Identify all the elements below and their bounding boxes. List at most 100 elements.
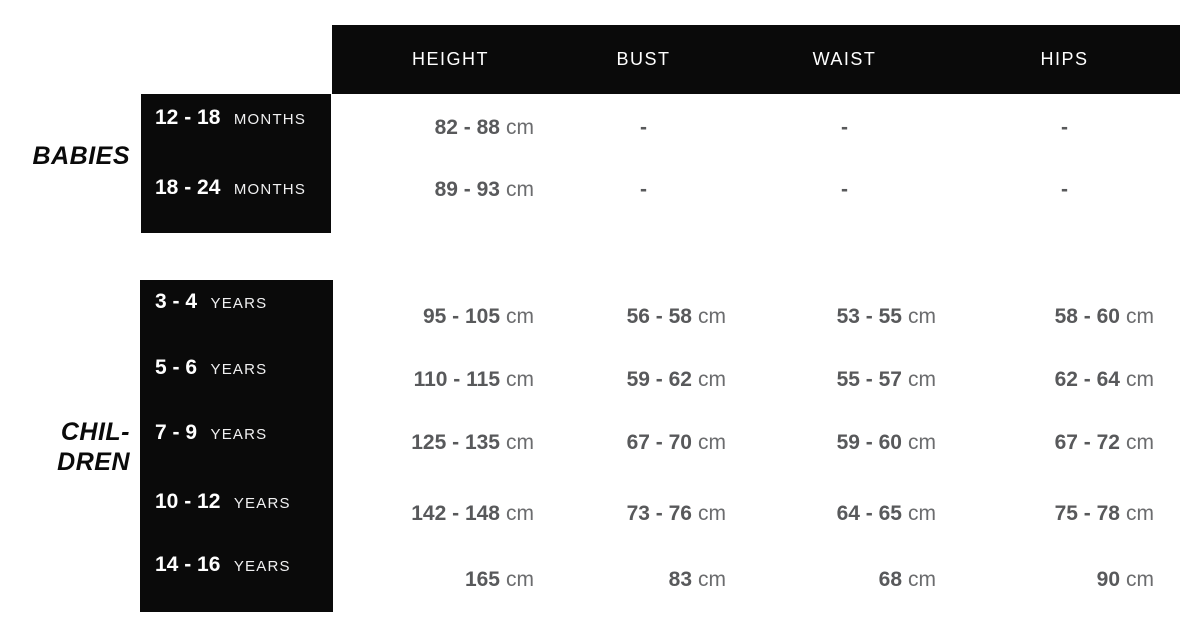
cell-bust: 83 cm — [547, 566, 740, 594]
value-unit: cm — [506, 502, 534, 525]
group-label-children-line2: DREN — [57, 448, 130, 476]
value: 110 - 115 — [413, 368, 500, 391]
age-label-18-24-months: 18 - 24 MONTHS — [155, 174, 306, 202]
cell-height: 165 cm — [332, 566, 547, 594]
table-row-7-9-years: 125 - 135 cm 67 - 70 cm 59 - 60 cm 67 - 72 c… — [332, 429, 1180, 457]
value-unit: cm — [506, 305, 534, 328]
value-unit: cm — [908, 568, 936, 591]
cell-waist: 64 - 65 cm — [740, 500, 949, 528]
value-unit: cm — [1126, 431, 1154, 454]
value-unit: cm — [908, 502, 936, 525]
cell-hips: - — [949, 114, 1180, 142]
age-unit: MONTHS — [233, 181, 307, 198]
cell-waist: 55 - 57 cm — [740, 366, 949, 394]
group-label-babies: BABIES — [32, 142, 130, 170]
cell-waist: - — [740, 176, 949, 204]
age-range: 7 - 9 — [155, 421, 198, 444]
age-range: 3 - 4 — [155, 290, 198, 313]
value: 55 - 57 — [836, 368, 902, 391]
age-label-12-18-months: 12 - 18 MONTHS — [155, 104, 306, 132]
value: - — [841, 116, 848, 139]
cell-waist: 68 cm — [740, 566, 949, 594]
value-unit: cm — [698, 305, 726, 328]
value: 68 — [878, 568, 902, 591]
value: - — [841, 178, 848, 201]
value-unit: cm — [1126, 502, 1154, 525]
age-unit: YEARS — [233, 558, 291, 575]
age-range: 12 - 18 — [155, 106, 221, 129]
babies-age-box — [141, 94, 331, 233]
value: 59 - 62 — [626, 368, 692, 391]
cell-hips: 67 - 72 cm — [949, 429, 1180, 457]
cell-hips: 58 - 60 cm — [949, 303, 1180, 331]
group-label-children-line1: CHIL- — [60, 418, 130, 446]
table-header: HEIGHT BUST WAIST HIPS — [332, 25, 1180, 94]
value-unit: cm — [908, 368, 936, 391]
value-unit: cm — [698, 568, 726, 591]
value: 90 — [1096, 568, 1120, 591]
table-row-12-18-months: 82 - 88 cm - - - — [332, 114, 1180, 142]
cell-height: 110 - 115 cm — [332, 366, 547, 394]
cell-height: 89 - 93 cm — [332, 176, 547, 204]
value: 75 - 78 — [1054, 502, 1120, 525]
value-unit: cm — [1126, 568, 1154, 591]
column-header-waist: WAIST — [812, 49, 877, 69]
age-unit: YEARS — [210, 295, 268, 312]
cell-bust: 73 - 76 cm — [547, 500, 740, 528]
value-unit: cm — [698, 502, 726, 525]
cell-hips: - — [949, 176, 1180, 204]
value: 67 - 72 — [1054, 431, 1120, 454]
table-row-14-16-years: 165 cm 83 cm 68 cm 90 cm — [332, 566, 1180, 594]
value: 95 - 105 — [422, 305, 500, 328]
value: 62 - 64 — [1054, 368, 1120, 391]
value: 82 - 88 — [434, 116, 500, 139]
age-label-14-16-years: 14 - 16 YEARS — [155, 551, 291, 579]
value: 89 - 93 — [434, 178, 500, 201]
cell-waist: 53 - 55 cm — [740, 303, 949, 331]
cell-bust: - — [547, 114, 740, 142]
age-range: 18 - 24 — [155, 176, 221, 199]
value: 53 - 55 — [836, 305, 902, 328]
age-unit: YEARS — [210, 361, 268, 378]
cell-bust: - — [547, 176, 740, 204]
cell-hips: 75 - 78 cm — [949, 500, 1180, 528]
value-unit: cm — [1126, 305, 1154, 328]
cell-height: 125 - 135 cm — [332, 429, 547, 457]
cell-height: 82 - 88 cm — [332, 114, 547, 142]
cell-hips: 90 cm — [949, 566, 1180, 594]
age-unit: MONTHS — [233, 111, 307, 128]
column-header-height: HEIGHT — [411, 49, 489, 69]
value-unit: cm — [506, 368, 534, 391]
cell-height: 95 - 105 cm — [332, 303, 547, 331]
value: 67 - 70 — [626, 431, 692, 454]
value-unit: cm — [506, 568, 534, 591]
table-row-3-4-years: 95 - 105 cm 56 - 58 cm 53 - 55 cm 58 - 60 cm — [332, 303, 1180, 331]
value: - — [1061, 116, 1068, 139]
table-row-5-6-years: 110 - 115 cm 59 - 62 cm 55 - 57 cm 62 - 64 c… — [332, 366, 1180, 394]
value: - — [640, 178, 647, 201]
value: 59 - 60 — [836, 431, 902, 454]
value-unit: cm — [506, 178, 534, 201]
value-unit: cm — [506, 431, 534, 454]
value-unit: cm — [908, 305, 936, 328]
value: 64 - 65 — [836, 502, 902, 525]
value: 142 - 148 — [411, 502, 500, 525]
age-label-3-4-years: 3 - 4 YEARS — [155, 288, 267, 316]
age-range: 14 - 16 — [155, 553, 221, 576]
age-range: 10 - 12 — [155, 490, 221, 513]
cell-hips: 62 - 64 cm — [949, 366, 1180, 394]
value: - — [1061, 178, 1068, 201]
age-label-7-9-years: 7 - 9 YEARS — [155, 419, 267, 447]
value: 165 — [464, 568, 500, 591]
value: 56 - 58 — [626, 305, 692, 328]
column-header-bust: BUST — [616, 49, 671, 69]
cell-waist: - — [740, 114, 949, 142]
value: - — [640, 116, 647, 139]
age-unit: YEARS — [233, 495, 291, 512]
group-label-children: CHIL- DREN — [0, 417, 130, 477]
value: 73 - 76 — [626, 502, 692, 525]
value-unit: cm — [908, 431, 936, 454]
table-row-10-12-years: 142 - 148 cm 73 - 76 cm 64 - 65 cm 75 - 78 c… — [332, 500, 1180, 528]
age-label-5-6-years: 5 - 6 YEARS — [155, 354, 267, 382]
